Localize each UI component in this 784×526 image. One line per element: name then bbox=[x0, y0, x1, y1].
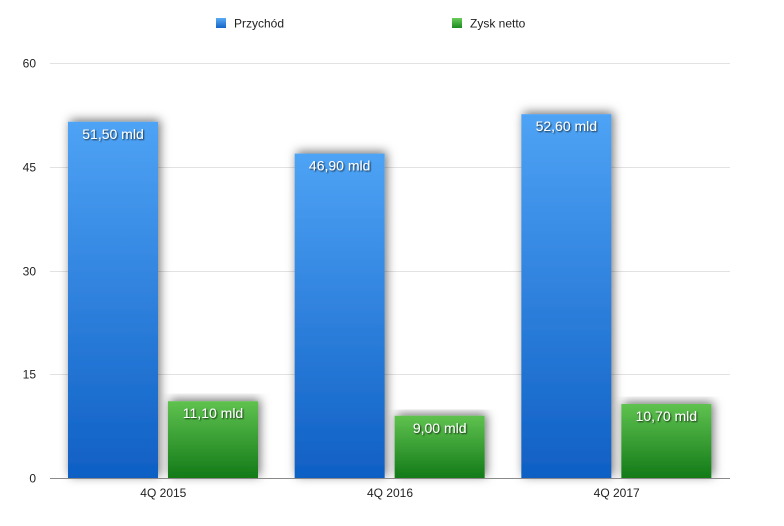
data-label: 9,00 mld bbox=[413, 420, 467, 436]
data-label: 52,60 mld bbox=[536, 118, 597, 134]
x-axis: 4Q 2015 4Q 2016 4Q 2017 bbox=[50, 478, 730, 500]
legend-swatch-1 bbox=[452, 18, 462, 28]
bar-przychod-1 bbox=[294, 153, 385, 478]
bar-zysk-netto-1 bbox=[394, 415, 485, 478]
bars bbox=[68, 114, 712, 479]
bar-przychod-2 bbox=[521, 114, 612, 478]
data-label: 10,70 mld bbox=[636, 408, 697, 424]
x-tick-label: 4Q 2016 bbox=[367, 486, 413, 500]
bar-przychod-0 bbox=[68, 121, 158, 479]
x-tick-label: 4Q 2017 bbox=[594, 486, 640, 500]
y-tick-label: 60 bbox=[23, 57, 37, 71]
data-label: 46,90 mld bbox=[309, 158, 370, 174]
y-tick-label: 15 bbox=[23, 368, 37, 382]
legend: Przychód Zysk netto bbox=[216, 17, 526, 31]
legend-swatch-0 bbox=[216, 18, 226, 28]
bar-zysk-netto-0 bbox=[168, 401, 258, 478]
y-tick-label: 0 bbox=[29, 472, 36, 486]
y-tick-label: 30 bbox=[23, 265, 37, 279]
legend-label-0: Przychód bbox=[234, 17, 284, 31]
legend-label-1: Zysk netto bbox=[470, 17, 526, 31]
y-axis: 0 15 30 45 60 bbox=[23, 57, 37, 486]
bar-zysk-netto-2 bbox=[621, 403, 712, 478]
y-tick-label: 45 bbox=[23, 161, 37, 175]
data-label: 11,10 mld bbox=[183, 405, 243, 421]
data-label: 51,50 mld bbox=[82, 126, 143, 142]
x-tick-label: 4Q 2015 bbox=[140, 486, 186, 500]
data-labels: 51,50 mld 11,10 mld 46,90 mld 9,00 mld 52,60… bbox=[82, 118, 697, 436]
